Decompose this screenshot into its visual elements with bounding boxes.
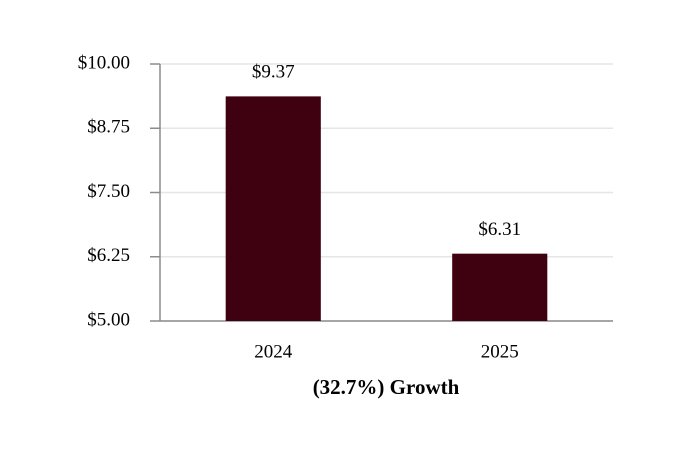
y-tick-label: $5.00 xyxy=(87,309,130,330)
x-tick-label: 2024 xyxy=(254,341,293,362)
y-tick-label: $6.25 xyxy=(87,245,130,266)
bar xyxy=(225,96,321,321)
bar xyxy=(452,253,548,321)
y-tick-label: $8.75 xyxy=(87,117,130,138)
y-tick-label: $7.50 xyxy=(87,181,130,202)
value-label: $9.37 xyxy=(252,62,295,83)
x-tick-label: 2025 xyxy=(481,341,519,362)
value-label: $6.31 xyxy=(478,219,521,240)
x-axis-title: (32.7%) Growth xyxy=(313,375,460,399)
y-tick-label: $10.00 xyxy=(78,52,130,73)
